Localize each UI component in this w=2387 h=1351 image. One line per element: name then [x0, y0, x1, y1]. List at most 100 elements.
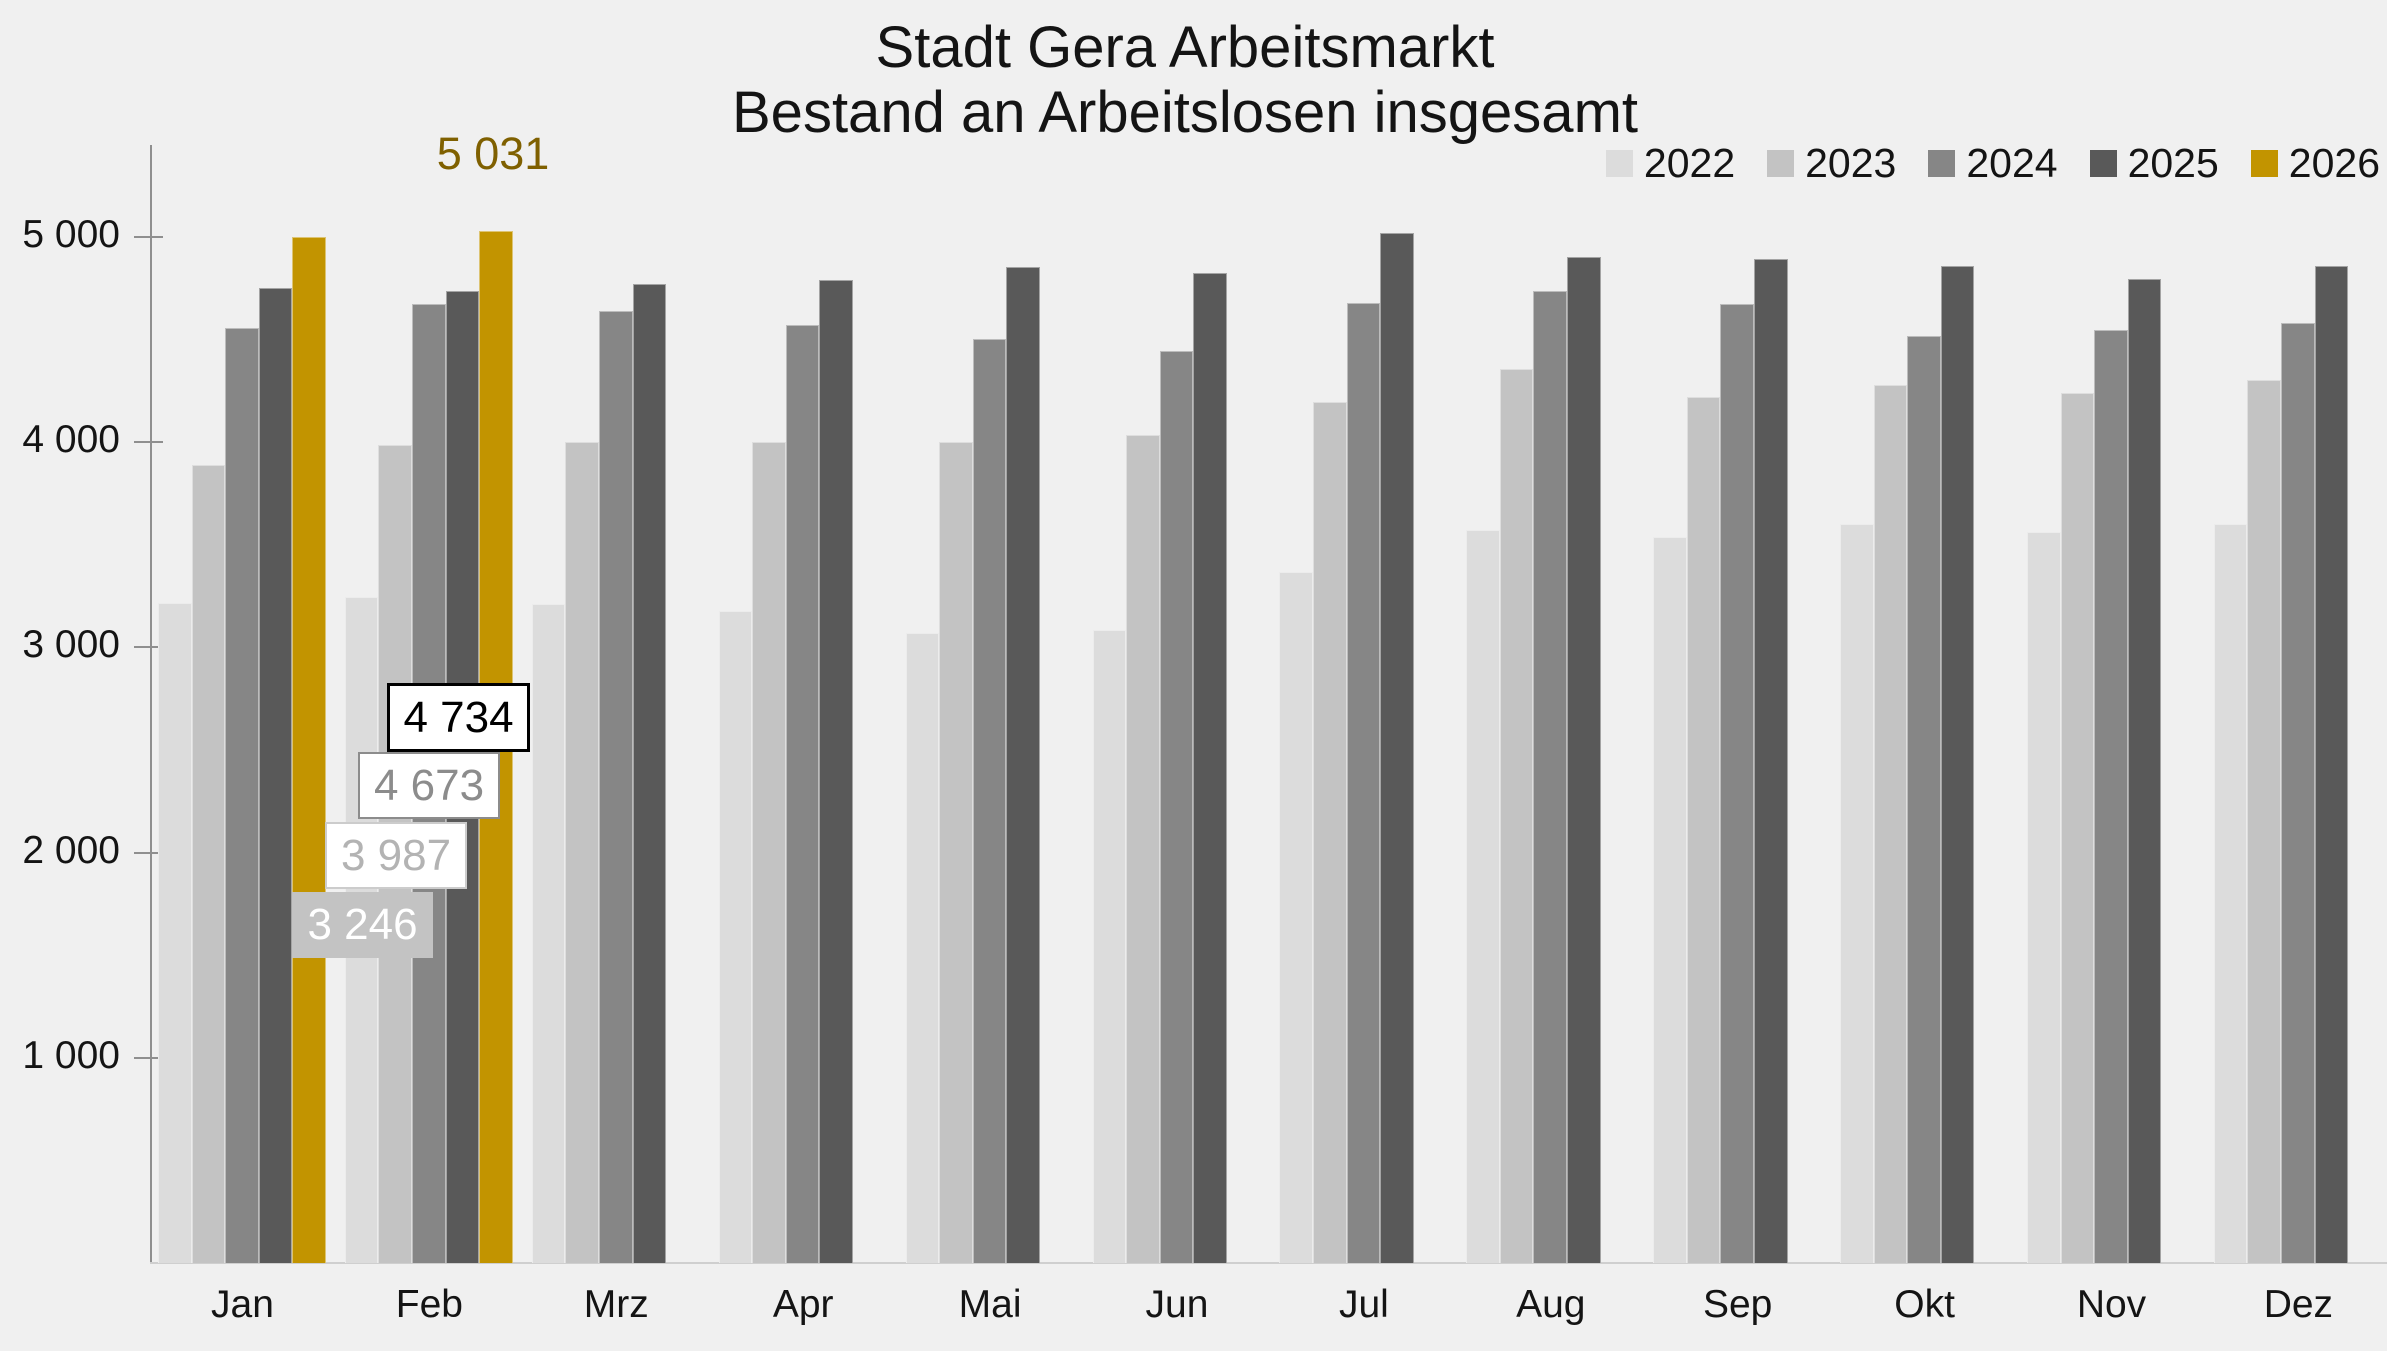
- bar-2024-jan: [225, 328, 259, 1263]
- legend-label-2025: 2025: [2127, 140, 2219, 186]
- bar-2024-okt: [1907, 336, 1941, 1263]
- y-tick-label-4000: 4 000: [22, 418, 120, 462]
- legend-swatch-2024: [1928, 150, 1956, 177]
- bar-2025-jan: [258, 288, 293, 1263]
- y-tick-mark-5000: [134, 235, 163, 238]
- data-label-feb-2023: 3 987: [325, 822, 467, 889]
- x-tick-label-okt: Okt: [1894, 1283, 1955, 1326]
- legend-item-2024: 2024: [1928, 140, 2058, 187]
- bar-2024-jun: [1159, 350, 1194, 1263]
- bar-2025-mai: [1006, 266, 1040, 1263]
- legend-item-2023: 2023: [1767, 140, 1896, 187]
- chart-title: Stadt Gera Arbeitsmarkt Bestand an Arbei…: [0, 15, 2370, 146]
- bar-2025-mrz: [632, 284, 667, 1263]
- data-label-feb-2024: 4 673: [358, 752, 500, 819]
- y-tick-label-1000: 1 000: [22, 1033, 120, 1077]
- legend-label-2023: 2023: [1805, 140, 1897, 186]
- bar-group-mai: [905, 266, 1075, 1263]
- bar-group-sep: [1653, 259, 1822, 1263]
- legend-item-2025: 2025: [2089, 140, 2219, 187]
- bar-2024-jul: [1346, 302, 1381, 1263]
- bar-2022-jan: [158, 603, 192, 1263]
- y-tick-mark-3000: [134, 646, 163, 649]
- y-tick-mark-1000: [134, 1056, 163, 1059]
- bar-2022-aug: [1466, 530, 1500, 1263]
- bar-2024-sep: [1720, 303, 1754, 1263]
- bar-group-okt: [1840, 265, 2009, 1263]
- bar-2024-mrz: [598, 310, 633, 1263]
- bar-2024-aug: [1533, 291, 1568, 1263]
- y-tick-label-5000: 5 000: [22, 212, 120, 256]
- bar-2023-okt: [1873, 384, 1908, 1263]
- y-tick-mark-4000: [134, 441, 163, 444]
- bar-2023-apr: [752, 442, 786, 1263]
- bar-group-aug: [1466, 257, 1635, 1263]
- legend-label-2024: 2024: [1966, 140, 2058, 186]
- x-tick-label-sep: Sep: [1702, 1283, 1773, 1326]
- bar-2023-mai: [939, 442, 973, 1263]
- x-tick-label-feb: Feb: [395, 1283, 463, 1326]
- x-tick-label-mrz: Mrz: [583, 1283, 649, 1326]
- chart-title-line2: Bestand an Arbeitslosen insgesamt: [732, 79, 1638, 145]
- bar-2025-okt: [1940, 265, 1975, 1263]
- y-tick-label-3000: 3 000: [22, 623, 120, 667]
- legend-label-2026: 2026: [2288, 140, 2380, 186]
- bar-group-dez: [2213, 265, 2383, 1263]
- bar-2024-nov: [2094, 330, 2128, 1263]
- bar-2025-nov: [2127, 278, 2162, 1263]
- bar-2022-okt: [1840, 524, 1874, 1263]
- bar-2023-sep: [1686, 396, 1721, 1263]
- bar-group-jan: [158, 236, 327, 1263]
- bar-2024-mai: [972, 339, 1007, 1263]
- bar-2023-mrz: [565, 442, 599, 1263]
- bar-2025-aug: [1567, 257, 1601, 1263]
- bar-2023-aug: [1499, 369, 1534, 1263]
- legend-swatch-2023: [1767, 150, 1795, 177]
- bar-2022-jul: [1279, 572, 1313, 1263]
- legend-swatch-2022: [1605, 150, 1633, 177]
- x-tick-label-mai: Mai: [958, 1283, 1022, 1326]
- bar-2025-sep: [1753, 259, 1788, 1263]
- bar-2022-nov: [2027, 532, 2061, 1263]
- y-axis-line: [150, 145, 152, 1263]
- bar-group-apr: [718, 279, 888, 1263]
- y-tick-mark-2000: [134, 851, 163, 854]
- bar-2025-dez: [2314, 265, 2349, 1263]
- legend: 2022 2023 2024 2025 2026: [1605, 140, 2380, 187]
- bar-2023-dez: [2247, 379, 2282, 1263]
- bar-2023-nov: [2060, 392, 2095, 1263]
- bar-group-jun: [1092, 272, 1262, 1263]
- x-tick-label-apr: Apr: [772, 1283, 834, 1326]
- bar-2023-jan: [191, 464, 226, 1263]
- bar-2022-mrz: [531, 604, 566, 1263]
- bar-2026-jan: [292, 236, 326, 1263]
- bar-group-jul: [1279, 232, 1448, 1263]
- bar-2023-jul: [1312, 402, 1347, 1263]
- chart-title-line1: Stadt Gera Arbeitsmarkt: [875, 15, 1495, 80]
- bar-2022-apr: [718, 611, 753, 1263]
- bar-2024-apr: [785, 325, 820, 1263]
- bar-2022-dez: [2213, 524, 2248, 1263]
- x-axis-line: [150, 1262, 2387, 1264]
- bar-2025-jul: [1380, 232, 1414, 1263]
- bar-group-mrz: [531, 284, 701, 1263]
- legend-label-2022: 2022: [1643, 140, 1736, 186]
- x-tick-label-jul: Jul: [1338, 1283, 1389, 1326]
- bar-2022-mai: [905, 632, 940, 1263]
- y-tick-label-2000: 2 000: [22, 828, 120, 872]
- data-label-feb-2022: 3 246: [292, 892, 433, 958]
- legend-item-2026: 2026: [2250, 140, 2380, 187]
- legend-swatch-2025: [2089, 150, 2117, 177]
- bar-group-nov: [2027, 278, 2196, 1263]
- x-tick-label-jan: Jan: [211, 1283, 274, 1326]
- data-label-feb-2026: 5 031: [436, 128, 550, 179]
- bar-2023-jun: [1126, 434, 1160, 1263]
- x-tick-label-dez: Dez: [2263, 1283, 2334, 1326]
- legend-item-2022: 2022: [1605, 140, 1736, 187]
- bar-2022-sep: [1653, 536, 1687, 1263]
- x-tick-label-aug: Aug: [1516, 1283, 1586, 1326]
- data-label-feb-2025: 4 734: [387, 683, 530, 752]
- legend-swatch-2026: [2250, 150, 2278, 177]
- bar-2025-apr: [819, 279, 854, 1263]
